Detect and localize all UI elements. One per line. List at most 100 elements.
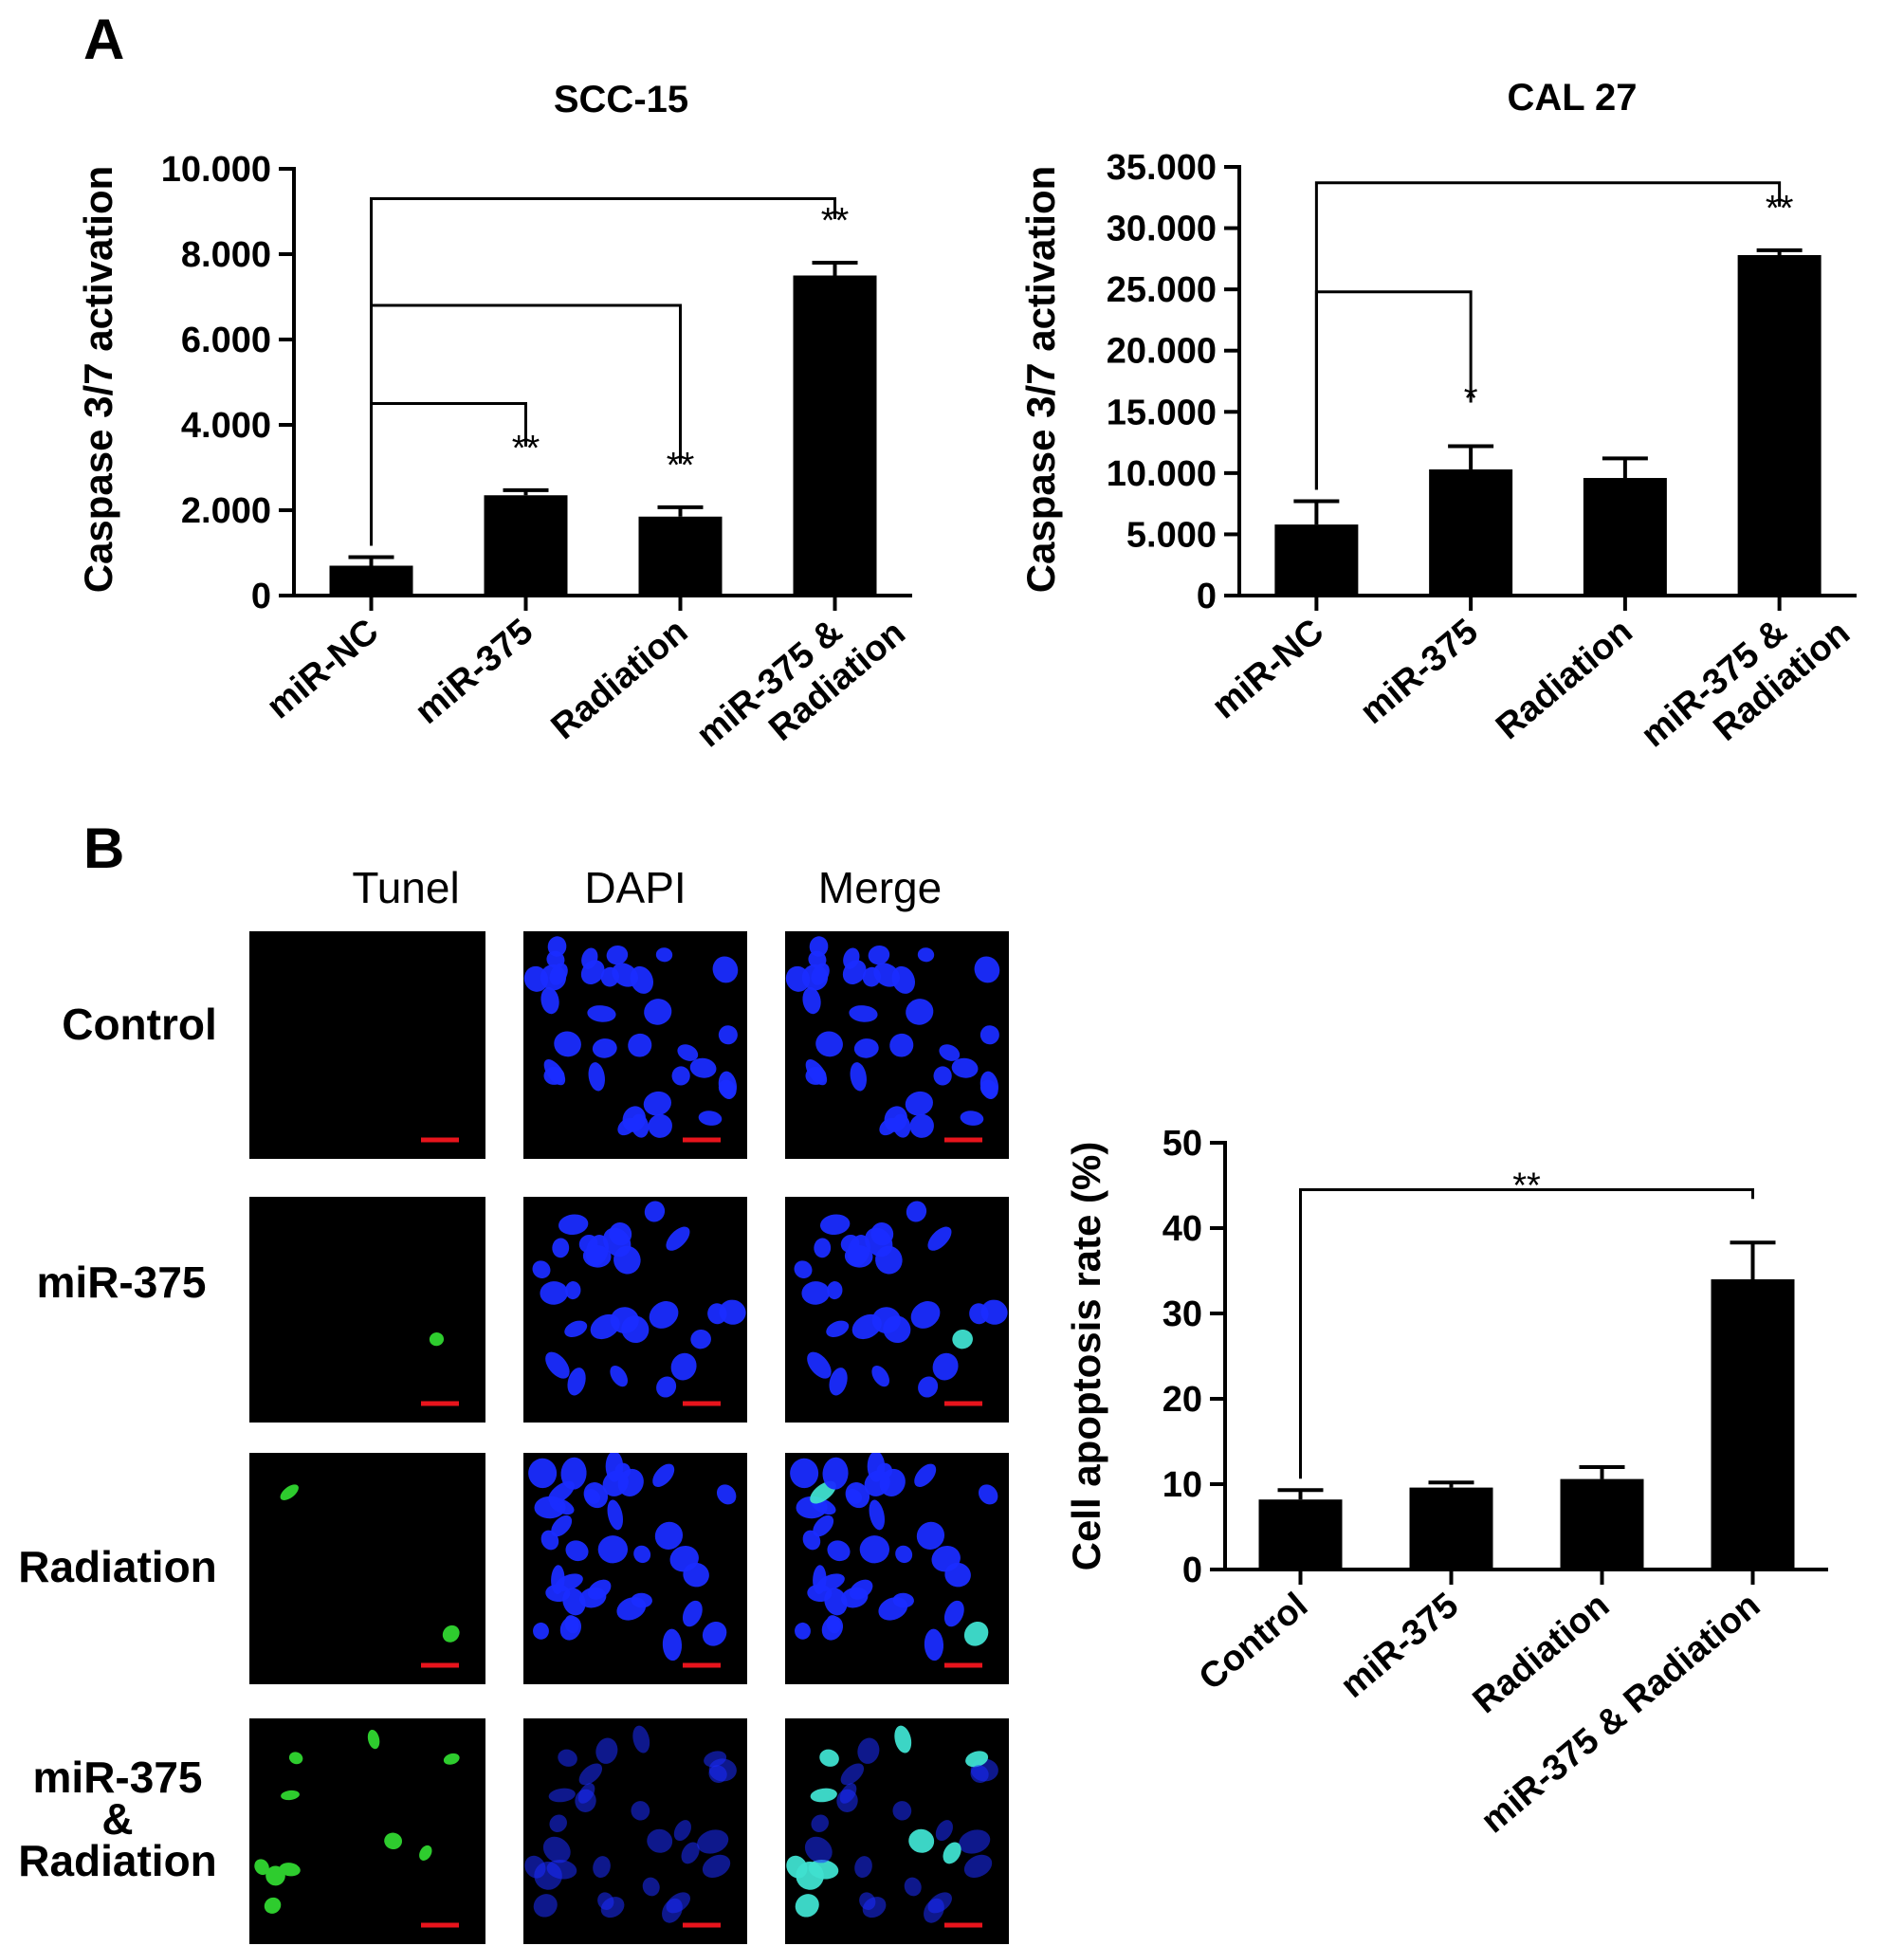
micrograph-dapi-1	[523, 1197, 747, 1423]
y-tick-label: 20.000	[1107, 332, 1217, 372]
cell-nucleus	[579, 1587, 607, 1608]
bar	[1711, 1279, 1795, 1570]
cell-nucleus	[597, 1535, 629, 1564]
cell-nucleus	[528, 1458, 558, 1489]
cell-nucleus	[264, 1897, 282, 1914]
y-tick-label: 50	[1163, 1124, 1202, 1164]
cell-nucleus	[841, 1587, 869, 1608]
cell-nucleus	[822, 1457, 849, 1490]
cell-nucleus	[927, 1226, 952, 1251]
chart-scc15: SCC-15 Caspase 3/7 activation 0 2.000 4.000 6…	[76, 79, 913, 755]
bar	[1429, 468, 1513, 596]
significance-label: **	[1766, 189, 1794, 229]
micrograph-dapi-3	[523, 1718, 747, 1944]
cell-nucleus	[546, 950, 565, 969]
row-label-control: Control	[62, 1000, 217, 1049]
cell-nucleus	[670, 1352, 697, 1381]
cell-nucleus	[558, 1214, 589, 1236]
y-tick-label: 0	[251, 577, 271, 616]
cell-nucleus	[677, 1044, 699, 1061]
y-tick-label: 4.000	[181, 406, 271, 446]
cell-nucleus	[533, 1622, 549, 1640]
micrograph-merge-3	[785, 1718, 1009, 1944]
cell-nucleus	[697, 1829, 729, 1854]
cell-nucleus	[549, 1814, 567, 1832]
cell-nucleus	[689, 1057, 717, 1078]
cell-nucleus	[805, 1066, 827, 1085]
cell-nucleus	[917, 947, 935, 963]
cell-nucleus	[555, 1573, 583, 1591]
cell-nucleus	[443, 1753, 460, 1765]
cell-nucleus	[844, 1244, 873, 1268]
cell-nucleus	[924, 1898, 944, 1923]
x-tick-label: miR-375 & Radiation	[1474, 1586, 1767, 1842]
cell-nucleus	[839, 1783, 857, 1804]
bar	[1409, 1487, 1493, 1570]
panel-a-label: A	[83, 8, 124, 71]
y-tick-label: 30.000	[1107, 210, 1217, 249]
cell-nucleus	[548, 1788, 576, 1803]
microscopy-grid	[249, 931, 1009, 1944]
x-tick-label: Control	[1192, 1586, 1315, 1698]
cell-nucleus	[979, 1025, 999, 1045]
cell-nucleus	[552, 1238, 570, 1258]
bar	[793, 275, 877, 596]
significance-label: **	[1512, 1166, 1541, 1206]
cell-nucleus	[979, 1071, 998, 1100]
cell-nucleus	[814, 1238, 832, 1258]
x-tick-label: miR-375	[1353, 612, 1486, 732]
row-label-mir375: miR-375	[37, 1258, 207, 1307]
cell-nucleus	[892, 1592, 914, 1608]
cell-nucleus	[869, 1499, 886, 1531]
significance-bracket	[1299, 1188, 1754, 1479]
cell-nucleus	[865, 1227, 893, 1258]
chart-title: SCC-15	[554, 79, 688, 120]
cell-nucleus	[821, 1616, 844, 1641]
chart-cal27: CAL 27 Caspase 3/7 activation 0 5.000 10.000…	[1018, 77, 1858, 755]
significance-bracket	[1314, 290, 1473, 490]
cell-nucleus	[850, 1062, 867, 1092]
bar	[329, 565, 413, 596]
micrograph-merge-2	[785, 1453, 1009, 1684]
cell-nucleus	[542, 1836, 571, 1863]
x-tick-label: miR-375	[408, 612, 540, 732]
cell-nucleus	[588, 1062, 605, 1092]
micrograph-merge-1	[785, 1197, 1009, 1423]
cell-nucleus	[662, 1628, 683, 1661]
micrograph-background	[249, 1197, 485, 1423]
cell-nucleus	[801, 964, 829, 991]
cell-nucleus	[690, 1329, 711, 1349]
cell-nucleus	[864, 1470, 890, 1496]
cell-nucleus	[593, 1856, 611, 1879]
bar	[1258, 1499, 1343, 1570]
cell-nucleus	[587, 1005, 616, 1022]
cell-nucleus	[612, 963, 638, 987]
cell-nucleus	[918, 1376, 939, 1398]
cell-nucleus	[288, 1752, 303, 1765]
cell-nucleus	[384, 1832, 403, 1850]
cell-nucleus	[606, 945, 629, 965]
y-axis-label: Caspase 3/7 activation	[1018, 166, 1063, 594]
cell-nucleus	[628, 1033, 652, 1057]
cell-nucleus	[551, 1515, 573, 1537]
cell-nucleus	[868, 945, 890, 965]
cell-nucleus	[631, 1801, 650, 1821]
cell-nucleus	[842, 960, 867, 984]
cell-nucleus	[974, 956, 1000, 983]
cell-nucleus	[849, 1005, 878, 1022]
bar	[638, 516, 723, 596]
cell-nucleus	[952, 1329, 973, 1349]
cell-nucleus	[808, 950, 827, 969]
cell-nucleus	[642, 1877, 660, 1897]
micrograph-dapi-2	[523, 1453, 747, 1684]
cell-nucleus	[826, 1320, 850, 1338]
cell-nucleus	[819, 1214, 851, 1236]
cell-nucleus	[702, 1854, 731, 1878]
cell-nucleus	[873, 963, 900, 987]
cell-nucleus	[718, 1025, 738, 1045]
cell-nucleus	[906, 1201, 927, 1222]
cell-nucleus	[577, 1783, 595, 1804]
cell-nucleus	[602, 1470, 629, 1496]
cell-nucleus	[939, 1044, 961, 1061]
cell-nucleus	[600, 1897, 625, 1918]
